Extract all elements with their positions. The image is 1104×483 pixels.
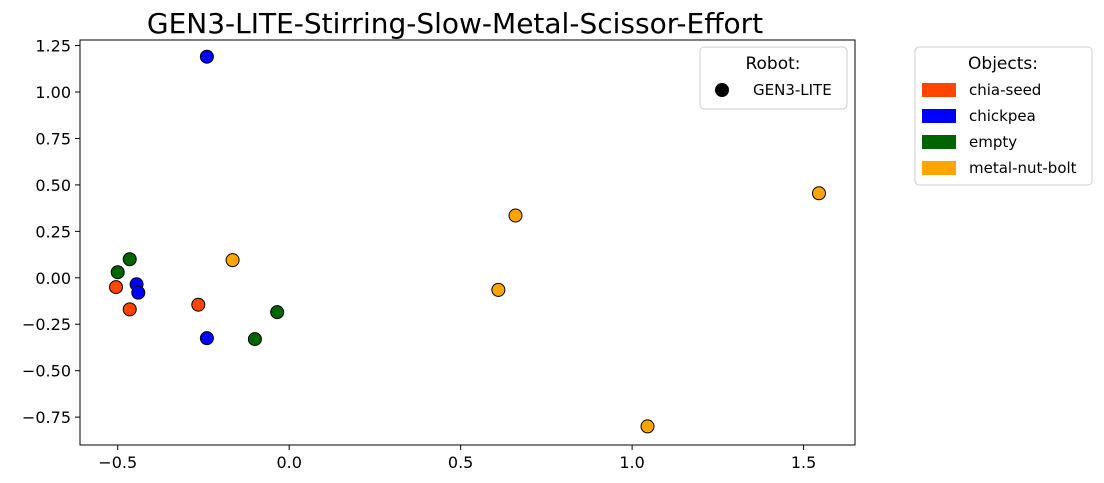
y-tick-label: 0.00	[35, 269, 71, 288]
x-tick-label: 0.0	[276, 453, 301, 472]
data-point-chia-seed	[191, 297, 206, 312]
y-tick-label: −0.75	[22, 408, 71, 427]
y-tick-label: 1.25	[35, 37, 71, 56]
data-points	[109, 49, 826, 434]
chart-title: GEN3-LITE-Stirring-Slow-Metal-Scissor-Ef…	[147, 7, 763, 40]
y-tick-label: 0.25	[35, 222, 71, 241]
y-tick-label: 0.50	[35, 176, 71, 195]
data-point-chickpea	[131, 285, 146, 300]
data-point-empty	[122, 252, 137, 267]
objects-legend-frame	[914, 46, 1093, 186]
object-legend-label: metal-nut-bolt	[969, 159, 1077, 177]
y-tick-label: −0.50	[22, 362, 71, 381]
object-swatch-chia-seed	[922, 83, 956, 97]
object-swatch-chickpea	[922, 109, 956, 123]
robot-legend-frame	[699, 46, 848, 110]
y-tick-label: 0.75	[35, 129, 71, 148]
objects-legend-title: Objects:	[968, 54, 1038, 74]
data-point-empty	[270, 305, 285, 320]
data-point-empty	[110, 265, 125, 280]
x-tick-label: 1.0	[619, 453, 644, 472]
x-tick-label: 1.5	[791, 453, 816, 472]
x-tick-label: −0.5	[98, 453, 137, 472]
object-swatch-metal-nut-bolt	[922, 161, 956, 175]
data-point-chia-seed	[109, 280, 124, 295]
robot-legend-title: Robot:	[745, 54, 800, 74]
object-legend-label: empty	[969, 133, 1017, 151]
data-point-chia-seed	[122, 302, 137, 317]
data-point-metal-nut-bolt	[508, 208, 523, 223]
objects-legend: Objects: chia-seed chickpea empty metal-nut-…	[914, 46, 1093, 186]
object-legend-label: chickpea	[969, 107, 1036, 125]
data-point-metal-nut-bolt	[225, 253, 240, 268]
data-point-metal-nut-bolt	[491, 282, 506, 297]
robot-legend: Robot: GEN3-LITE	[699, 46, 848, 110]
plot-frame	[79, 39, 856, 446]
robot-legend-label: GEN3-LITE	[753, 81, 832, 99]
object-swatch-empty	[922, 135, 956, 149]
data-point-chickpea	[199, 49, 214, 64]
object-legend-label: chia-seed	[969, 81, 1041, 99]
data-point-chickpea	[199, 331, 214, 346]
x-tick-label: 0.5	[448, 453, 473, 472]
robot-marker-icon	[715, 83, 729, 97]
data-point-empty	[247, 332, 262, 347]
data-point-metal-nut-bolt	[811, 186, 826, 201]
axes: −0.5 0.0 0.5 1.0 1.5 1.25 1.00 0.75 0.50 0.25 0.00…	[22, 37, 856, 472]
y-tick-label: −0.25	[22, 315, 71, 334]
data-point-metal-nut-bolt	[640, 419, 655, 434]
y-tick-label: 1.00	[35, 83, 71, 102]
